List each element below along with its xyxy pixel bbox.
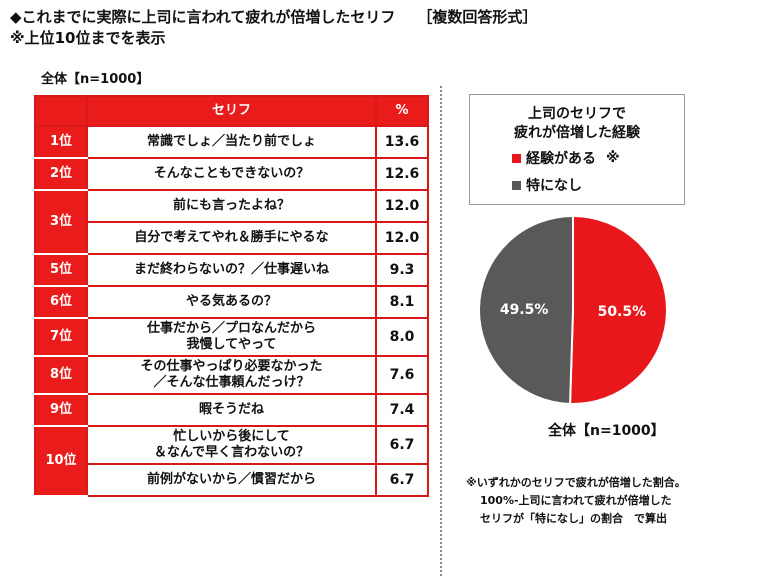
phrase-line: そんなこともできないの？ <box>153 166 310 181</box>
table-header-phrase: セリフ <box>86 95 377 127</box>
phrase-cell: 前にも言ったよね？ <box>86 189 377 223</box>
phrase-line: やる気あるの？ <box>185 294 277 309</box>
table-row: 自分で考えてやれ＆勝手にやるな 12.0 <box>35 221 429 255</box>
legend-swatch-gray <box>512 180 521 190</box>
pct-cell: 8.1 <box>375 285 429 319</box>
pct-cell: 7.4 <box>375 393 429 427</box>
pie-slice-label: 49.5% <box>500 302 549 318</box>
phrase-line: ＆なんで早く言わないの？ <box>153 445 310 460</box>
pct-cell: 12.0 <box>375 221 429 255</box>
rank-cell: 7位 <box>34 317 88 357</box>
pie-chart-title-line: 上司のセリフで <box>528 106 626 122</box>
phrase-cell: 自分で考えてやれ＆勝手にやるな <box>86 221 377 255</box>
chart-title-main: ◆これまでに実際に上司に言われて疲れが倍増したセリフ <box>10 8 396 26</box>
pie-slice-label: 50.5% <box>598 304 647 320</box>
legend-label: 経験がある <box>526 151 596 167</box>
pie-base-label: 全体【n=1000】 <box>548 423 665 439</box>
chart-title-suffix: ［複数回答形式］ <box>417 8 538 26</box>
rank-cell: 10位 <box>34 425 88 497</box>
legend-label: 特になし <box>526 178 582 194</box>
pct-cell: 6.7 <box>375 425 429 465</box>
table-row: 5位 まだ終わらないの？／仕事遅いね 9.3 <box>34 253 429 287</box>
phrase-cell: 常識でしょ／当たり前でしょ <box>86 125 377 159</box>
rank-cell: 5位 <box>34 253 88 287</box>
table-row: 3位 前にも言ったよね？ 12.0 <box>34 189 429 255</box>
pie-slice-1 <box>478 214 574 405</box>
chart-subtitle: ※上位10位までを表示 <box>10 29 166 47</box>
table-base-label: 全体【n=1000】 <box>41 72 150 87</box>
rank-cell: 6位 <box>34 285 88 319</box>
pct-cell: 13.6 <box>375 125 429 159</box>
legend-item-none: 特になし <box>512 175 582 195</box>
table-row: 1位 常識でしょ／当たり前でしょ 13.6 <box>34 125 429 159</box>
footnote-line: 100%-上司に言われて疲れが倍増した <box>480 494 672 507</box>
phrase-line: 忙しいから後にして <box>173 429 290 444</box>
section-divider <box>440 86 442 576</box>
table-row: 前例がないから／慣習だから 6.7 <box>35 463 429 497</box>
ranking-table: セリフ % 1位 常識でしょ／当たり前でしょ 13.6 2位 そんなこともできないの？ 1… <box>34 95 429 497</box>
phrase-line: 仕事だから／プロなんだから <box>146 321 316 336</box>
pie-chart-title: 上司のセリフで 疲れが倍増した経験 <box>470 105 684 143</box>
rank-cell: 1位 <box>34 125 88 159</box>
rank-cell: 9位 <box>34 393 88 427</box>
phrase-cell: 暇そうだね <box>86 393 377 427</box>
footnote-line: ※いずれかのセリフで疲れが倍増した割合。 <box>466 476 686 489</box>
pct-cell: 8.0 <box>375 317 429 357</box>
table-body: 1位 常識でしょ／当たり前でしょ 13.6 2位 そんなこともできないの？ 12.6 3位前… <box>34 125 429 497</box>
pct-cell: 12.0 <box>375 189 429 223</box>
phrase-cell: まだ終わらないの？／仕事遅いね <box>86 253 377 287</box>
phrase-cell: やる気あるの？ <box>86 285 377 319</box>
chart-title: ◆これまでに実際に上司に言われて疲れが倍増したセリフ ［複数回答形式］ <box>10 6 537 27</box>
pct-cell: 7.6 <box>375 355 429 395</box>
pie-chart-title-line: 疲れが倍増した経験 <box>514 125 640 141</box>
phrase-line: まだ終わらないの？／仕事遅いね <box>133 262 329 277</box>
phrase-line: 前にも言ったよね？ <box>172 198 290 213</box>
table-row: 6位 やる気あるの？ 8.1 <box>34 285 429 319</box>
table-row: 7位 仕事だから／プロなんだから 我慢してやって 8.0 <box>34 317 429 357</box>
pct-cell: 6.7 <box>375 463 429 497</box>
table-header-pct: % <box>375 95 429 127</box>
phrase-line: 前例がないから／慣習だから <box>146 472 316 487</box>
table-header-row: セリフ % <box>34 95 429 127</box>
rank-cell: 8位 <box>34 355 88 395</box>
table-row: 9位 暇そうだね 7.4 <box>34 393 429 427</box>
footnote: ※いずれかのセリフで疲れが倍増した割合。 100%-上司に言われて疲れが倍増した… <box>466 474 686 528</box>
legend-swatch-red <box>512 153 521 163</box>
phrase-line: 自分で考えてやれ＆勝手にやるな <box>134 230 329 245</box>
phrase-cell: 忙しいから後にして ＆なんで早く言わないの？ <box>86 425 377 465</box>
phrase-cell: そんなこともできないの？ <box>86 157 377 191</box>
rank-cell: 3位 <box>34 189 88 255</box>
phrase-line: 暇そうだね <box>198 402 264 417</box>
table-row: 2位 そんなこともできないの？ 12.6 <box>34 157 429 191</box>
legend-note-mark: ※ <box>606 150 620 166</box>
pie-chart: 50.5% 49.5% <box>478 214 668 405</box>
pie-legend-box: 上司のセリフで 疲れが倍増した経験 経験がある ※ 特になし <box>469 94 685 205</box>
table-row: 8位 その仕事やっぱり必要なかった ／そんな仕事頼んだっけ？ 7.6 <box>34 355 429 395</box>
phrase-cell: 前例がないから／慣習だから <box>86 463 377 497</box>
phrase-line: ／そんな仕事頼んだっけ？ <box>153 375 310 390</box>
pct-cell: 9.3 <box>375 253 429 287</box>
pie-slice-0 <box>569 214 668 405</box>
rank-cell: 2位 <box>34 157 88 191</box>
phrase-cell: 仕事だから／プロなんだから 我慢してやって <box>86 317 377 357</box>
pct-cell: 12.6 <box>375 157 429 191</box>
phrase-cell: その仕事やっぱり必要なかった ／そんな仕事頼んだっけ？ <box>86 355 377 395</box>
phrase-line: その仕事やっぱり必要なかった <box>140 359 323 374</box>
table-header-rank <box>34 95 88 127</box>
phrase-line: 常識でしょ／当たり前でしょ <box>146 134 316 149</box>
phrase-line: 我慢してやって <box>186 337 277 352</box>
table-row: 10位 忙しいから後にして ＆なんで早く言わないの？ 6.7 <box>34 425 429 497</box>
footnote-line: セリフが「特になし」の割合 で算出 <box>480 512 667 525</box>
legend-item-experienced: 経験がある ※ <box>512 148 620 168</box>
